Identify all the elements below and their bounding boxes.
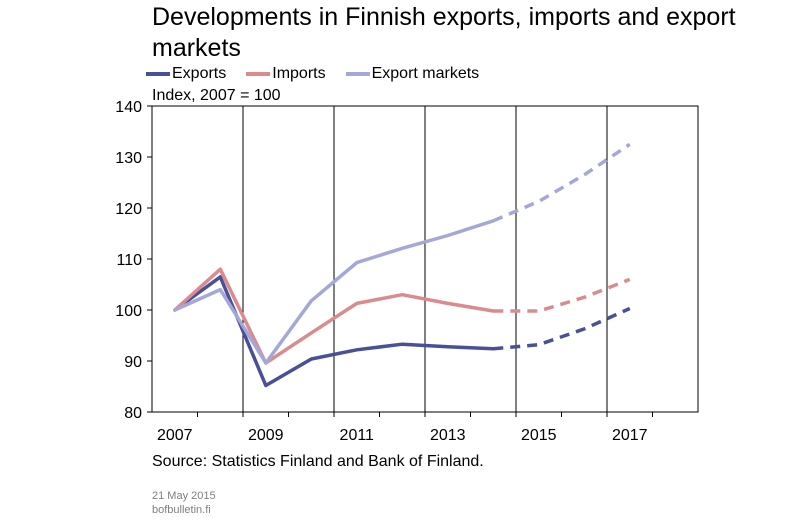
legend-item-export-markets: Export markets [345, 65, 480, 83]
site-name: bofbulletin.fi [152, 504, 211, 516]
x-tick-label: 2015 [521, 427, 557, 444]
line-chart: 80 90 100 110 120 130 140 2007 2009 2011 2013 2015 2… [115, 99, 699, 444]
x-tick-label: 2009 [248, 427, 284, 444]
series-line-exports [173, 275, 496, 388]
legend-swatch-imports [246, 72, 271, 76]
legend-label-export-markets: Export markets [371, 65, 480, 82]
legend-item-imports: Imports [246, 65, 326, 83]
legend-swatch-exports [146, 72, 170, 76]
series-line-export-markets [173, 219, 496, 365]
x-tick-label: 2011 [340, 427, 375, 444]
y-tick-label: 80 [124, 405, 142, 422]
source-note: Source: Statistics Finland and Bank of F… [152, 453, 484, 470]
x-tick-label: 2017 [612, 427, 648, 444]
series-forecast-imports [493, 277, 631, 313]
legend-label-imports: Imports [272, 65, 326, 82]
legend: Exports Imports Export markets [146, 64, 499, 84]
publication-date: 21 May 2015 [152, 490, 216, 502]
series-forecast-exports [493, 306, 631, 351]
series-forecast-export-markets [492, 142, 631, 223]
y-tick-label: 130 [115, 150, 142, 167]
x-tick-label: 2013 [430, 427, 466, 444]
unit-label: Index, 2007 = 100 [152, 87, 281, 104]
y-tick-label: 90 [124, 354, 142, 371]
y-tick-label: 110 [116, 252, 142, 269]
y-tick-label: 100 [115, 303, 142, 320]
x-tick-label: 2007 [157, 427, 193, 444]
legend-item-exports: Exports [146, 65, 226, 83]
legend-swatch-export-markets [345, 72, 370, 76]
series-line-imports [173, 267, 496, 365]
y-tick-label: 140 [115, 99, 142, 116]
y-tick-label: 120 [115, 201, 142, 218]
chart-title: Developments in Finnish exports, imports… [152, 3, 736, 62]
legend-label-exports: Exports [172, 65, 227, 82]
